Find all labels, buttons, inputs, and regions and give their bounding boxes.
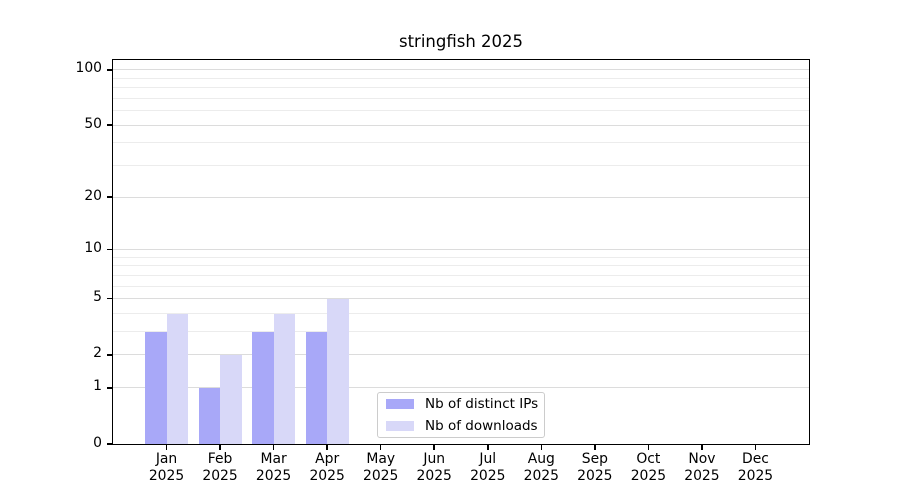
x-tick-mark-may — [379, 444, 382, 450]
y-tick-label-20: 20 — [84, 187, 102, 204]
x-tick-mark-oct — [647, 444, 650, 450]
x-tick-label-sep-2025: Sep 2025 — [577, 451, 613, 484]
x-tick-mark-dec — [754, 444, 757, 450]
x-tick-label-nov-2025: Nov 2025 — [684, 451, 720, 484]
y-gridline-60 — [113, 110, 809, 112]
y-gridline-50 — [113, 124, 809, 126]
legend-label-downloads: Nb of downloads — [425, 418, 538, 434]
y-tick-mark-0 — [107, 443, 113, 445]
y-gridline-40 — [113, 142, 809, 144]
legend: Nb of distinct IPs Nb of downloads — [377, 392, 545, 438]
x-tick-mark-jan — [165, 444, 168, 450]
y-gridline-6 — [113, 285, 809, 287]
x-tick-label-may-2025: May 2025 — [363, 451, 399, 484]
x-tick-mark-sep — [594, 444, 596, 450]
x-tick-mark-jul — [487, 444, 489, 450]
y-tick-mark-2 — [107, 354, 113, 356]
y-gridline-2 — [113, 354, 809, 356]
bar-distinct-ips-apr-2025 — [305, 331, 328, 444]
y-tick-label-5: 5 — [93, 289, 102, 306]
bar-downloads-mar-2025 — [273, 313, 296, 444]
x-tick-label-oct-2025: Oct 2025 — [630, 451, 667, 484]
y-tick-label-2: 2 — [93, 345, 102, 362]
legend-swatch-distinct-ips — [386, 399, 414, 409]
x-tick-label-jan-2025: Jan 2025 — [148, 451, 185, 484]
y-tick-mark-100 — [107, 69, 113, 71]
y-gridline-20 — [113, 196, 809, 198]
y-gridline-8 — [113, 265, 809, 267]
x-tick-label-mar-2025: Mar 2025 — [255, 451, 292, 484]
legend-label-distinct-ips: Nb of distinct IPs — [425, 396, 539, 412]
legend-item-distinct-ips: Nb of distinct IPs — [378, 395, 544, 414]
y-tick-label-0: 0 — [93, 434, 102, 451]
y-gridline-80 — [113, 87, 809, 89]
bar-distinct-ips-jan-2025 — [145, 331, 167, 444]
y-tick-mark-5 — [107, 297, 113, 300]
y-gridline-90 — [113, 77, 809, 79]
y-gridline-5 — [113, 298, 809, 300]
bar-distinct-ips-feb-2025 — [198, 387, 221, 444]
x-tick-mark-jun — [433, 444, 435, 450]
y-tick-label-100: 100 — [75, 60, 102, 77]
y-tick-label-50: 50 — [84, 115, 102, 132]
x-tick-label-jun-2025: Jun 2025 — [416, 451, 452, 484]
y-gridline-7 — [113, 274, 809, 276]
y-tick-mark-10 — [107, 248, 113, 251]
x-tick-mark-aug — [540, 444, 543, 450]
x-tick-mark-apr — [326, 444, 328, 450]
y-gridline-70 — [113, 97, 809, 99]
y-tick-label-10: 10 — [84, 240, 102, 257]
y-tick-label-1: 1 — [93, 378, 102, 395]
y-gridline-4 — [113, 313, 809, 314]
y-gridline-10 — [113, 249, 809, 251]
legend-swatch-downloads — [386, 421, 414, 431]
y-tick-mark-1 — [107, 387, 113, 389]
bar-downloads-jan-2025 — [166, 313, 189, 444]
x-tick-label-feb-2025: Feb 2025 — [202, 451, 238, 484]
legend-item-downloads: Nb of downloads — [378, 417, 544, 436]
x-tick-label-aug-2025: Aug 2025 — [523, 451, 559, 484]
x-tick-mark-nov — [701, 444, 703, 450]
x-tick-mark-mar — [272, 444, 275, 450]
bar-distinct-ips-mar-2025 — [252, 331, 274, 444]
x-tick-mark-feb — [219, 444, 221, 450]
y-tick-mark-20 — [107, 196, 113, 198]
x-tick-label-dec-2025: Dec 2025 — [737, 451, 774, 484]
y-gridline-1 — [113, 387, 809, 389]
y-gridline-3 — [113, 331, 809, 333]
y-gridline-9 — [113, 256, 809, 258]
bar-downloads-feb-2025 — [220, 354, 242, 444]
x-tick-label-apr-2025: Apr 2025 — [309, 451, 345, 484]
x-tick-label-jul-2025: Jul 2025 — [470, 451, 506, 484]
y-tick-mark-50 — [107, 124, 113, 126]
y-gridline-30 — [113, 165, 809, 167]
bar-downloads-apr-2025 — [327, 298, 349, 444]
y-gridline-100 — [113, 69, 809, 71]
chart-title: stringfish 2025 — [398, 32, 524, 51]
